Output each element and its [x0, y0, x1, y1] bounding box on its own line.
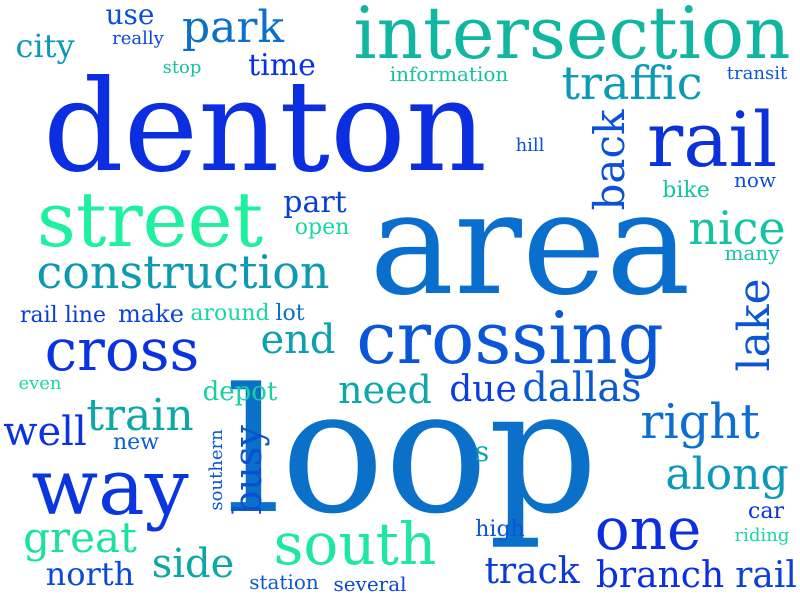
word-open: open — [294, 215, 350, 240]
word-high: high — [475, 517, 525, 542]
word-loop: loop — [225, 351, 599, 552]
word-lot: lot — [275, 301, 305, 326]
word-one: one — [594, 495, 702, 563]
word-s: s — [474, 435, 490, 468]
word-train: train — [86, 390, 194, 441]
word-now: now — [733, 168, 777, 192]
word-depot: depot — [202, 377, 278, 407]
word-end: end — [260, 317, 336, 363]
word-dallas: dallas — [522, 365, 642, 411]
word-way: way — [31, 443, 189, 533]
word-city: city — [15, 27, 75, 65]
word-construction: construction — [36, 245, 330, 299]
word-use: use — [105, 0, 155, 31]
word-southern: southern — [206, 429, 227, 511]
word-park: park — [181, 2, 285, 53]
word-crossing: crossing — [356, 296, 664, 380]
word-traffic: traffic — [561, 56, 703, 110]
word-stop: stop — [162, 57, 202, 78]
word-lake: lake — [729, 278, 780, 372]
word-rail-line: rail line — [20, 303, 106, 328]
word-right: right — [640, 394, 760, 450]
word-rail-1: rail — [646, 95, 778, 184]
word-car: car — [748, 499, 784, 524]
word-hill: hill — [515, 135, 545, 156]
word-intersection: intersection — [353, 0, 791, 75]
word-track: track — [484, 551, 580, 592]
word-new: new — [112, 430, 160, 455]
word-denton: denton — [42, 53, 488, 200]
word-many: many — [724, 241, 780, 265]
word-back: back — [585, 109, 634, 211]
word-riding: riding — [734, 525, 790, 546]
word-busy: busy — [226, 425, 270, 515]
word-really: really — [112, 28, 164, 49]
word-even: even — [18, 373, 62, 394]
word-due: due — [449, 369, 517, 410]
word-south: south — [273, 510, 437, 578]
word-area: area — [369, 162, 691, 327]
word-great: great — [23, 513, 137, 562]
word-make: make — [118, 300, 184, 328]
word-time: time — [248, 48, 316, 83]
word-cross: cross — [44, 316, 200, 384]
word-nice: nice — [688, 201, 786, 255]
word-rail-2: rail — [735, 555, 797, 596]
word-branch: branch — [595, 555, 725, 596]
word-several: several — [333, 572, 407, 596]
word-need: need — [338, 368, 432, 412]
word-street: street — [36, 175, 264, 264]
word-station: station — [249, 570, 319, 594]
word-information: information — [389, 62, 509, 86]
word-well: well — [3, 409, 87, 455]
word-around: around — [190, 301, 270, 326]
word-bike: bike — [662, 178, 710, 203]
word-transit: transit — [726, 63, 788, 84]
word-side: side — [151, 541, 235, 587]
word-part: part — [283, 185, 347, 220]
word-along: along — [665, 449, 789, 500]
word-north: north — [45, 555, 135, 593]
